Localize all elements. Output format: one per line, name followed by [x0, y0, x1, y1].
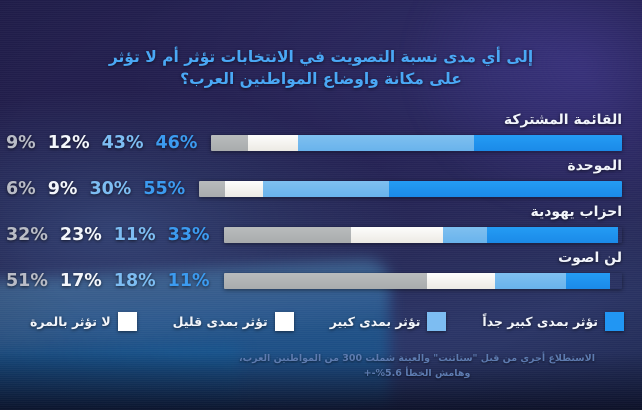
- chart-stacked-bar: [199, 181, 622, 197]
- chart-bar-segment: [224, 181, 263, 197]
- chart-value-label: 46%: [155, 133, 198, 153]
- chart-bar-segment: [486, 227, 619, 243]
- chart-row-values: 6% 9% 30% 55%: [0, 180, 191, 198]
- footnote: الاستطلاع أجري من قبل "ستاتنت" والعينة ش…: [210, 352, 624, 381]
- chart-legend: تؤثر بمدى كبير جداً تؤثر بمدى كبير تؤثر بم…: [30, 308, 624, 334]
- page-title-line-2: على مكانة واوضاع المواطنين العرب؟: [180, 70, 462, 89]
- chart-bar-segment: [223, 273, 427, 289]
- chart-value-label: 33%: [167, 225, 210, 245]
- chart-bar-segment: [248, 135, 298, 151]
- chart-value-label: 51%: [6, 271, 48, 291]
- chart-value-label: 11%: [167, 271, 210, 291]
- chart-row-label: احزاب يهودية: [530, 204, 622, 220]
- chart-value-label: 17%: [59, 271, 102, 291]
- legend-item-label: تؤثر بمدى كبير: [329, 313, 421, 329]
- chart-value-label: 11%: [113, 225, 156, 245]
- chart-value-label: 30%: [89, 179, 132, 199]
- chart-value-label: 9%: [47, 179, 78, 199]
- legend-item-label: لا تؤثر بالمرة: [30, 313, 111, 329]
- chart-stacked-bar: [223, 273, 622, 289]
- stacked-bar-chart: القائمة المشتركة 9% 12% 43% 46% الموحدة 6% 9% 30…: [0, 112, 642, 297]
- legend-item[interactable]: تؤثر بمدى كبير جداً: [482, 311, 624, 331]
- chart-bar-segment: [262, 181, 390, 197]
- chart-bar-segment: [199, 181, 225, 197]
- chart-row-label: لن اصوت: [558, 250, 622, 266]
- chart-bar-segment: [297, 135, 475, 151]
- chart-value-label: 12%: [47, 133, 90, 153]
- chart-row-bar-line: 9% 12% 43% 46%: [0, 134, 622, 152]
- legend-swatch-none-icon: [117, 311, 137, 331]
- chart-row-values: 51% 17% 18% 11%: [0, 272, 216, 290]
- chart-bar-segment: [211, 135, 249, 151]
- legend-item-label: تؤثر بمدى قليل: [172, 313, 268, 329]
- chart-row-bar-line: 51% 17% 18% 11%: [0, 272, 622, 290]
- chart-row-label: القائمة المشتركة: [503, 112, 622, 128]
- chart-value-label: 43%: [101, 133, 144, 153]
- chart-row: الموحدة 6% 9% 30% 55%: [0, 158, 642, 204]
- page-title: إلى أي مدى نسبة التصويت في الانتخابات تؤ…: [52, 46, 590, 91]
- footnote-line-2: وهامش الخطأ 5.6%-+: [363, 367, 471, 379]
- chart-row: احزاب يهودية 32% 23% 11% 33%: [0, 204, 642, 250]
- chart-row: لن اصوت 51% 17% 18% 11%: [0, 250, 642, 296]
- legend-swatch-large-icon: [427, 311, 447, 331]
- background-bottom-shade: [0, 352, 642, 410]
- chart-value-label: 23%: [59, 225, 102, 245]
- chart-row-bar-line: 32% 23% 11% 33%: [0, 226, 622, 244]
- chart-bar-segment: [223, 227, 352, 243]
- chart-row-label: الموحدة: [567, 158, 622, 174]
- legend-swatch-little-icon: [274, 311, 294, 331]
- chart-row-values: 9% 12% 43% 46%: [0, 134, 203, 152]
- chart-value-label: 32%: [6, 225, 48, 245]
- footnote-line-1: الاستطلاع أجري من قبل "ستاتنت" والعينة ش…: [239, 353, 595, 364]
- page-title-line-1: إلى أي مدى نسبة التصويت في الانتخابات تؤ…: [108, 48, 534, 66]
- chart-row-values: 32% 23% 11% 33%: [0, 226, 216, 244]
- chart-stacked-bar: [211, 135, 622, 151]
- chart-stacked-bar: [223, 227, 622, 243]
- chart-bar-segment: [351, 227, 443, 243]
- chart-bar-segment: [474, 135, 622, 151]
- chart-value-label: 6%: [6, 179, 36, 199]
- legend-swatch-very-large-icon: [605, 311, 624, 331]
- chart-bar-segment: [389, 181, 622, 197]
- legend-item-label: تؤثر بمدى كبير جداً: [482, 313, 598, 329]
- legend-item[interactable]: تؤثر بمدى قليل: [172, 311, 294, 331]
- chart-bar-segment: [566, 273, 611, 289]
- chart-value-label: 55%: [143, 179, 186, 199]
- legend-item[interactable]: لا تؤثر بالمرة: [30, 311, 137, 331]
- chart-bar-segment: [442, 227, 487, 243]
- chart-value-label: 9%: [6, 133, 36, 153]
- chart-bar-segment: [426, 273, 495, 289]
- chart-row-bar-line: 6% 9% 30% 55%: [0, 180, 622, 198]
- chart-row: القائمة المشتركة 9% 12% 43% 46%: [0, 112, 642, 158]
- chart-value-label: 18%: [113, 271, 156, 291]
- chart-bar-segment: [494, 273, 567, 289]
- legend-item[interactable]: تؤثر بمدى كبير: [329, 311, 447, 331]
